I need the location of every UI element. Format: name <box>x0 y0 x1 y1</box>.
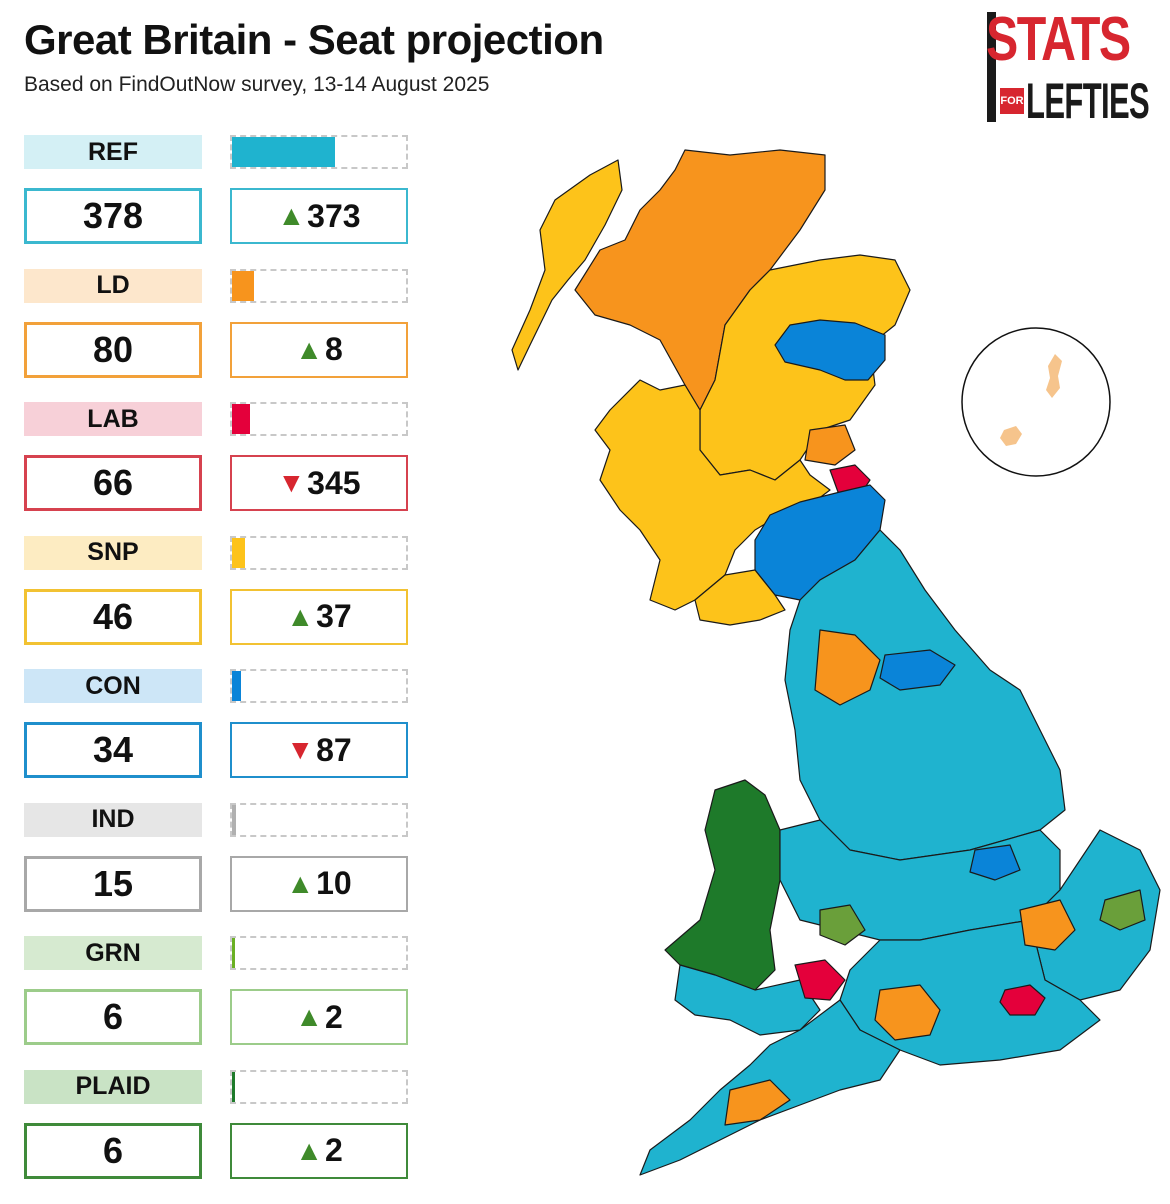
party-seat-bar-fill <box>232 938 235 968</box>
party-seat-bar <box>230 135 408 169</box>
party-seat-change-value: 2 <box>324 998 343 1035</box>
party-seat-change: ▼ 345 <box>230 455 408 511</box>
map-region-yorkshire-dales <box>879 649 956 691</box>
map-region-cumbria-lakes <box>814 629 881 706</box>
party-seat-bar <box>230 268 408 303</box>
party-seat-count: 80 <box>24 321 202 378</box>
party-seat-change-value: 87 <box>316 731 352 768</box>
arrow-up-icon: ▲ <box>295 1134 323 1166</box>
map-region-shetland <box>1046 354 1062 398</box>
gb-seat-map <box>511 149 1161 1176</box>
party-seat-change-value: 373 <box>307 197 361 234</box>
party-seat-bar-fill <box>232 804 236 835</box>
arrow-down-icon: ▼ <box>286 734 315 765</box>
map-region-lib-dem-east <box>1019 899 1076 951</box>
arrow-up-icon: ▲ <box>286 600 315 632</box>
page-title: Great Britain - Seat projection <box>24 16 604 63</box>
logo-text-small: FOR <box>1000 88 1024 114</box>
map-region-lib-dem-devon <box>724 1079 791 1126</box>
party-label: IND <box>24 802 202 837</box>
party-seat-count: 46 <box>24 588 202 645</box>
party-label: CON <box>24 669 202 703</box>
party-seat-count: 6 <box>24 989 202 1045</box>
inset-circle <box>961 327 1111 477</box>
logo-text-bottom: LEFTIES <box>1026 73 1150 129</box>
map-region-fife <box>804 424 856 466</box>
map-region-central-scotland <box>594 379 831 611</box>
party-seat-change-value: 10 <box>316 865 352 901</box>
party-seat-change: ▲ 373 <box>230 188 408 244</box>
map-region-aberdeenshire <box>774 319 886 381</box>
logo-text-top: STATS <box>986 5 1131 74</box>
party-label: LAB <box>24 402 202 436</box>
party-seat-bar <box>230 535 408 570</box>
party-seat-count: 378 <box>24 188 202 244</box>
map-region-south-west-scotland <box>694 569 786 626</box>
party-label: GRN <box>24 936 202 970</box>
map-region-green-midlands <box>819 904 866 946</box>
map-region-northern-england <box>784 529 1066 861</box>
party-label: LD <box>24 268 202 303</box>
party-seat-bar-fill <box>232 537 245 568</box>
party-seat-change: ▲ 10 <box>230 855 408 912</box>
party-seat-bar-fill <box>232 270 254 301</box>
logo-bar <box>987 12 996 122</box>
map-region-green-east <box>1099 889 1146 931</box>
party-seat-bar <box>230 936 408 970</box>
party-seat-bar <box>230 669 408 703</box>
party-seat-change-value: 2 <box>324 1132 343 1168</box>
party-seat-change-value: 37 <box>316 598 352 634</box>
map-region-london <box>999 984 1046 1016</box>
stats-for-lefties-logo: STATS FOR LEFTIES <box>986 5 1151 129</box>
map-region-wales-north-west <box>664 779 781 991</box>
arrow-up-icon: ▲ <box>295 333 323 365</box>
party-seat-change: ▼ 87 <box>230 722 408 778</box>
party-label: PLAID <box>24 1069 202 1104</box>
party-seat-bar-fill <box>232 137 335 167</box>
party-seat-change: ▲ 2 <box>230 989 408 1045</box>
party-seat-count: 6 <box>24 1122 202 1179</box>
party-label: SNP <box>24 535 202 570</box>
map-region-orkney <box>1000 426 1022 446</box>
party-seat-change-value: 345 <box>307 464 361 501</box>
arrow-down-icon: ▼ <box>277 467 306 498</box>
map-region-con-east <box>969 844 1021 881</box>
map-region-lib-dem-south <box>874 984 941 1041</box>
party-seat-bar <box>230 802 408 837</box>
party-seat-count: 15 <box>24 855 202 912</box>
party-seat-bar-fill <box>232 404 250 434</box>
party-seat-bar-fill <box>232 1071 235 1102</box>
party-seat-count: 66 <box>24 455 202 511</box>
arrow-up-icon: ▲ <box>286 867 315 899</box>
party-seat-change-value: 8 <box>324 331 343 367</box>
page-subtitle: Based on FindOutNow survey, 13-14 August… <box>24 73 490 96</box>
party-seat-change: ▲ 2 <box>230 1122 408 1179</box>
party-seat-bar <box>230 1069 408 1104</box>
party-seat-change: ▲ 37 <box>230 588 408 645</box>
shetland-orkney-inset <box>961 327 1111 477</box>
arrow-up-icon: ▲ <box>277 200 306 231</box>
party-seat-bar-fill <box>232 671 242 701</box>
party-seat-bar <box>230 402 408 436</box>
party-label: REF <box>24 135 202 169</box>
arrow-up-icon: ▲ <box>295 1001 323 1032</box>
map-region-labour-south-wales <box>794 959 846 1001</box>
party-seat-count: 34 <box>24 722 202 778</box>
party-seat-change: ▲ 8 <box>230 321 408 378</box>
map-region-western-isles <box>511 159 623 371</box>
